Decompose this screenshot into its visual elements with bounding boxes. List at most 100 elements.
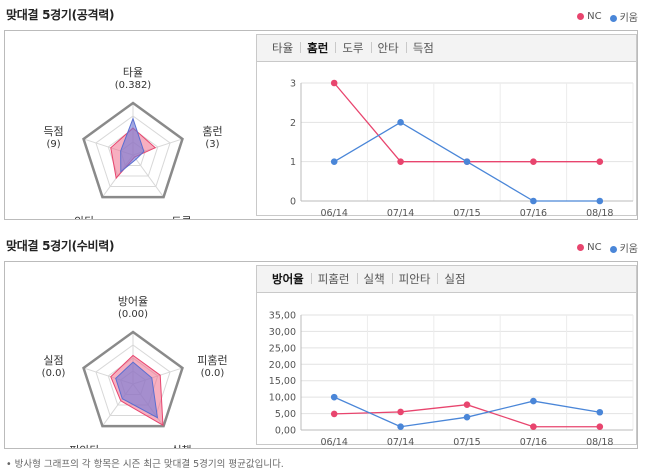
radar-axis-value: (3)	[205, 139, 219, 150]
y-tick-label: 10,00	[269, 393, 296, 404]
defense-legend: NC 키움	[577, 240, 638, 255]
radar-axis-label: 실책	[171, 444, 191, 448]
defense-radar-chart: 방어율(0.00)피홈런(0.0)실책(0.0)피안타(0.0)실점(0.0)	[42, 295, 228, 469]
x-tick-label: 07/16	[520, 208, 547, 217]
x-tick-label: 06/14	[321, 208, 348, 217]
data-point-kiwoom[interactable]	[530, 197, 537, 205]
radar-area-kiwoom	[120, 117, 145, 173]
y-tick-label: 3	[290, 79, 296, 90]
data-point-nc[interactable]	[397, 158, 404, 165]
legend-nc: NC	[577, 11, 602, 22]
x-tick-label: 06/14	[321, 437, 348, 446]
tab-4[interactable]: 실점	[437, 271, 472, 287]
footnote: • 방사형 그래프의 각 항목은 시즌 최근 맞대결 5경기의 평균값입니다.	[6, 459, 284, 470]
attack-radar-chart: 타율(0.382)홈런(3)도루(3)안타(14)득점(9)	[43, 66, 222, 240]
x-tick-label: 07/15	[453, 208, 480, 217]
attack-tabs: 타율 홈런 도루 안타 득점	[257, 35, 636, 62]
data-point-kiwoom[interactable]	[596, 408, 604, 416]
x-tick-label: 07/14	[387, 208, 414, 217]
data-point-nc[interactable]	[596, 423, 604, 431]
nc-dot-icon	[577, 243, 585, 251]
x-tick-label: 08/18	[586, 208, 613, 217]
y-tick-label: 5,00	[275, 409, 296, 420]
radar-grid-ring	[95, 115, 171, 188]
attack-line-box: 타율 홈런 도루 안타 득점 0 1 2 3 06/14 07/14 07/15 07/16 08/18	[256, 34, 637, 219]
radar-axis-value: (0.0)	[42, 368, 66, 379]
tab-0[interactable]: 타율	[272, 41, 294, 55]
data-point-kiwoom[interactable]	[397, 119, 404, 126]
radar-axis-label: 방어율	[118, 295, 148, 308]
data-point-kiwoom[interactable]	[330, 393, 338, 401]
radar-axis-value: (0.00)	[118, 309, 148, 320]
radar-spoke	[132, 154, 164, 198]
data-point-nc[interactable]	[596, 158, 604, 165]
radar-axis-value: (9)	[46, 139, 60, 150]
radar-axis-label: 실점	[43, 354, 63, 367]
tab-4[interactable]: 득점	[405, 40, 441, 56]
defense-panel: 방어율(0.00)피홈런(0.0)실책(0.0)피안타(0.0)실점(0.0) …	[4, 261, 638, 469]
legend-kiwoom: 키움	[609, 9, 638, 24]
legend-nc: NC	[577, 242, 602, 253]
y-tick-label: 1	[290, 157, 296, 168]
data-point-kiwoom[interactable]	[463, 413, 471, 421]
attack-legend: NC 키움	[577, 9, 638, 24]
x-tick-label: 07/14	[387, 437, 414, 446]
radar-area-kiwoom	[115, 361, 159, 419]
x-tick-label: 07/15	[453, 437, 480, 446]
data-point-nc[interactable]	[397, 408, 404, 416]
defense-radar: 방어율(0.00)피홈런(0.0)실책(0.0)피안타(0.0)실점(0.0)	[5, 262, 253, 469]
y-tick-label: 35,00	[269, 311, 296, 322]
radar-axis-label: 도루	[171, 215, 191, 219]
attack-panel: 타율(0.382)홈런(3)도루(3)안타(14)득점(9) 타율홈런도루안타득…	[4, 30, 638, 240]
data-point-nc[interactable]	[330, 410, 338, 418]
tab-3[interactable]: 안타	[370, 40, 406, 56]
tab-1[interactable]: 피홈런	[310, 271, 357, 287]
y-tick-label: 25,00	[269, 343, 296, 354]
y-tick-label: 0,00	[275, 426, 296, 437]
x-tick-label: 08/18	[586, 437, 613, 446]
tab-0[interactable]: 방어율	[272, 272, 304, 286]
radar-outer-ring	[82, 101, 184, 199]
radar-axis-label: 안타	[74, 215, 94, 219]
defense-line-box: 방어율 피홈런 실책 피안타 실점 0,00 5,00 10,00 15,00 20,00 25,…	[256, 265, 637, 448]
data-point-kiwoom[interactable]	[596, 197, 604, 205]
nc-dot-icon	[577, 12, 585, 20]
bullet-icon: •	[6, 459, 15, 470]
defense-line-chart: 0,00 5,00 10,00 15,00 20,00 25,00 30,00 35,00 06…	[269, 311, 634, 448]
defense-section-title: 맞대결 5경기(수비력)	[6, 239, 115, 253]
data-point-nc[interactable]	[530, 158, 537, 165]
data-point-kiwoom[interactable]	[330, 158, 338, 165]
radar-axis-label: 득점	[43, 125, 63, 138]
data-point-nc[interactable]	[530, 423, 537, 431]
y-tick-label: 2	[290, 118, 296, 129]
radar-axis-label: 홈런	[202, 124, 222, 138]
data-point-kiwoom[interactable]	[530, 397, 537, 405]
kiwoom-dot-icon	[609, 14, 617, 22]
radar-axis-label: 피홈런	[197, 353, 227, 367]
attack-radar: 타율(0.382)홈런(3)도루(3)안타(14)득점(9)	[5, 31, 253, 240]
y-tick-label: 30,00	[269, 327, 296, 338]
radar-axis-label: 타율	[123, 66, 143, 79]
y-tick-label: 15,00	[269, 376, 296, 387]
radar-axis-value: (0.382)	[115, 80, 152, 91]
kiwoom-dot-icon	[609, 245, 617, 253]
radar-outer-ring	[82, 330, 184, 428]
data-point-nc[interactable]	[330, 79, 338, 87]
legend-kiwoom: 키움	[609, 240, 638, 255]
tab-2[interactable]: 도루	[335, 40, 370, 56]
radar-axis-value: (0.0)	[201, 368, 225, 379]
y-tick-label: 0	[290, 197, 296, 208]
y-tick-label: 20,00	[269, 360, 296, 371]
attack-line-chart: 0 1 2 3 06/14 07/14 07/15 07/16 08/18	[290, 79, 634, 219]
data-point-kiwoom[interactable]	[463, 158, 471, 165]
data-point-kiwoom[interactable]	[397, 423, 404, 431]
radar-grid-ring	[107, 128, 159, 177]
radar-grid-ring	[95, 344, 171, 417]
radar-axis-label: 피안타	[69, 444, 99, 448]
data-point-nc[interactable]	[463, 401, 471, 408]
tab-1[interactable]: 홈런	[300, 40, 335, 56]
attack-section-title: 맞대결 5경기(공격력)	[6, 8, 115, 22]
tab-2[interactable]: 실책	[356, 271, 392, 287]
defense-tabs: 방어율 피홈런 실책 피안타 실점	[257, 266, 636, 293]
tab-3[interactable]: 피안타	[391, 271, 438, 287]
